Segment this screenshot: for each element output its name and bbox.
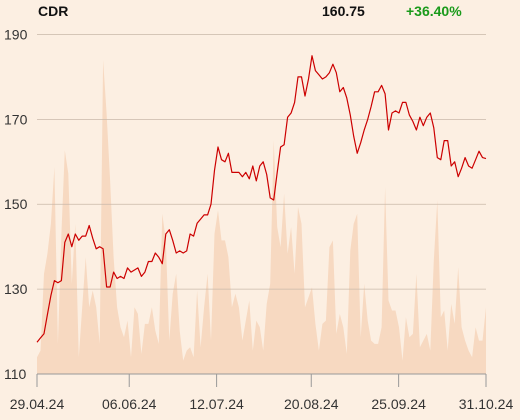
x-tick-label-5: 31.10.24 bbox=[459, 396, 514, 412]
price-line-layer bbox=[36, 55, 487, 343]
y-tick-label-150: 150 bbox=[4, 196, 28, 212]
grid-layer bbox=[37, 34, 486, 290]
axes-layer: 110 130 150 170 190 29.04.24 06.06.24 12.07.24 2… bbox=[4, 26, 513, 412]
ticker-symbol: CDR bbox=[38, 3, 69, 19]
x-tick-label-1: 06.06.24 bbox=[102, 396, 157, 412]
x-tick-label-4: 25.09.24 bbox=[371, 396, 426, 412]
x-tick-label-0: 29.04.24 bbox=[10, 396, 65, 412]
y-tick-label-110: 110 bbox=[4, 366, 27, 382]
last-price: 160.75 bbox=[322, 3, 365, 19]
price-change-percent: +36.40% bbox=[406, 3, 462, 19]
volume-area-layer bbox=[37, 60, 486, 374]
x-tick-label-2: 12.07.24 bbox=[189, 396, 244, 412]
y-tick-label-190: 190 bbox=[4, 26, 28, 42]
y-tick-label-170: 170 bbox=[4, 111, 28, 127]
x-tick-label-3: 20.08.24 bbox=[284, 396, 339, 412]
price-line bbox=[36, 55, 487, 343]
volume-area bbox=[37, 60, 486, 374]
y-tick-label-130: 130 bbox=[4, 281, 28, 297]
